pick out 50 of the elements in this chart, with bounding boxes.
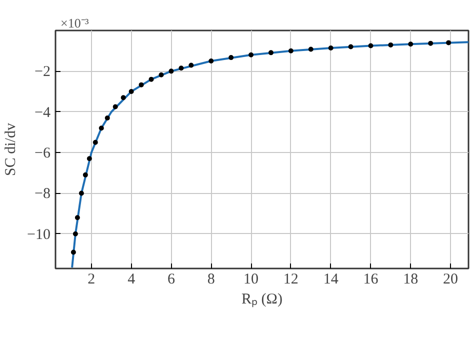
point <box>248 52 254 58</box>
x-tick-label: 4 <box>128 272 136 288</box>
point <box>428 40 434 46</box>
point <box>92 140 98 145</box>
point <box>120 95 126 100</box>
x-tick-label: 8 <box>207 272 215 288</box>
point <box>388 42 394 48</box>
point <box>78 190 84 196</box>
line-series <box>71 41 468 268</box>
x-tick-label: 2 <box>88 272 96 288</box>
x-tick-label: 6 <box>167 272 176 288</box>
point <box>208 58 214 64</box>
point <box>72 231 78 236</box>
point <box>104 115 110 120</box>
point <box>86 156 92 162</box>
y-tick-label: −6 <box>34 146 51 162</box>
point <box>158 72 164 78</box>
y-tick-label: −2 <box>34 64 51 80</box>
point <box>328 46 334 50</box>
point <box>70 250 76 255</box>
x-tick-label: 14 <box>323 272 339 288</box>
point <box>74 215 80 220</box>
y-axis-title: SC di/dv <box>3 122 20 176</box>
x-tick-label: 12 <box>283 272 298 288</box>
x-tick-label: 20 <box>443 272 458 288</box>
point <box>98 126 104 131</box>
x-tick-label: 16 <box>363 272 379 288</box>
point <box>446 40 452 46</box>
y-tick-label: −10 <box>27 226 51 243</box>
point <box>348 44 354 50</box>
point <box>178 66 184 71</box>
text: ×10⁻³ <box>60 16 89 30</box>
point <box>408 42 414 47</box>
y-tick-label: −8 <box>34 186 51 202</box>
point <box>112 104 118 110</box>
point <box>188 62 194 68</box>
point <box>288 48 294 54</box>
x-tick-label: 18 <box>403 272 418 288</box>
point <box>82 172 88 178</box>
point <box>308 46 314 52</box>
point <box>268 50 274 56</box>
y-tick-label: −4 <box>34 104 51 121</box>
point <box>148 76 154 82</box>
x-axis-title: Rₚ (Ω) <box>242 292 282 308</box>
point <box>168 68 174 74</box>
point <box>138 82 144 88</box>
point <box>228 55 234 60</box>
point <box>368 43 374 48</box>
point <box>128 89 134 94</box>
x-tick-label: 10 <box>244 272 259 288</box>
